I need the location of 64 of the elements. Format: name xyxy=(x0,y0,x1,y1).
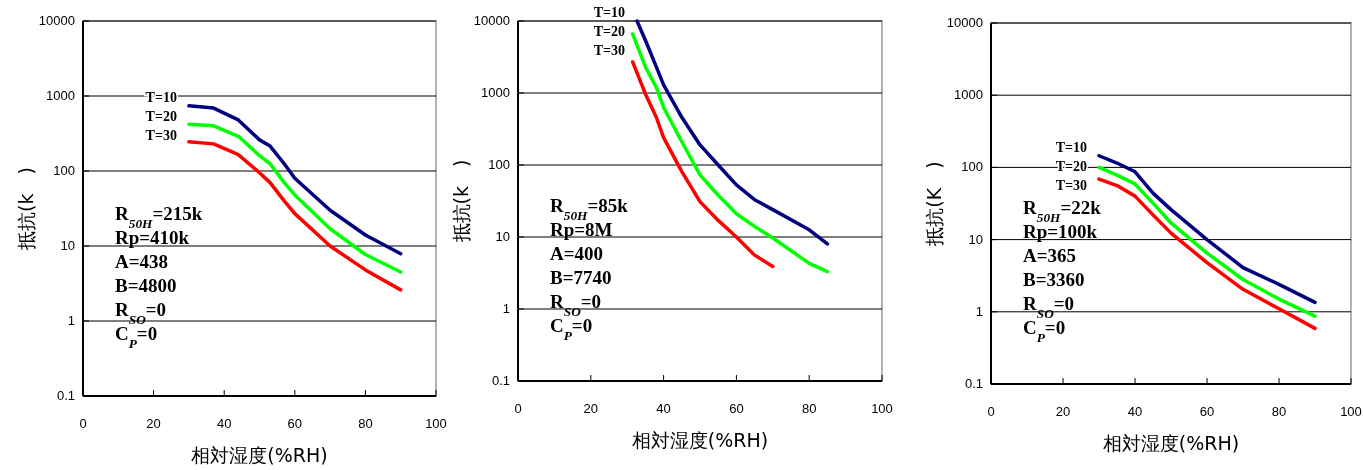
x-tick-label: 60 xyxy=(1199,404,1215,419)
y-tick-label: 10000 xyxy=(946,15,983,30)
series-label: T=20 xyxy=(593,24,626,39)
y-tick-label: 1000 xyxy=(481,85,510,100)
series-label: T=20 xyxy=(145,108,177,124)
y-tick-label: 1 xyxy=(67,313,75,328)
annotation: B=7740 xyxy=(550,266,612,288)
y-axis-title: 抵抗(k ) xyxy=(450,159,472,244)
line-series xyxy=(630,60,775,269)
annotation: B=4800 xyxy=(115,274,177,296)
series-label: T=30 xyxy=(145,127,177,143)
y-tick-label: 10000 xyxy=(38,13,75,28)
x-axis-title: 相対湿度(%RH) xyxy=(1102,432,1240,454)
x-axis-title: 相対湿度(%RH) xyxy=(631,429,769,451)
annotation: R$_{50H}$=85k xyxy=(550,194,629,223)
x-tick-label: 80 xyxy=(801,401,817,416)
y-axis-title: 抵抗(k ) xyxy=(15,167,37,251)
series-label: T=10 xyxy=(145,89,177,105)
x-tick-label: 40 xyxy=(216,416,232,431)
y-tick-label: 1 xyxy=(975,303,983,319)
x-tick-label: 60 xyxy=(729,401,744,416)
x-tick-label: 60 xyxy=(287,416,303,431)
x-axis-title: 相対湿度(%RH) xyxy=(191,444,328,466)
annotation: A=438 xyxy=(115,250,169,272)
line-series xyxy=(635,19,830,246)
y-tick-label: 10 xyxy=(60,238,75,253)
x-tick-label: 20 xyxy=(1055,404,1071,419)
x-tick-label: 20 xyxy=(583,401,599,416)
series-label: T=10 xyxy=(1055,139,1087,155)
y-tick-label: 1000 xyxy=(954,87,983,103)
annotation: R$_{SO}$=0 xyxy=(550,290,602,319)
series-label: T=30 xyxy=(1055,177,1087,193)
y-tick-label: 100 xyxy=(961,159,983,175)
x-tick-label: 100 xyxy=(1340,404,1362,419)
annotation: R$_{50H}$=215k xyxy=(115,202,203,231)
y-tick-label: 1000 xyxy=(46,88,75,103)
annotation: A=400 xyxy=(550,242,604,264)
series-label: T=10 xyxy=(593,5,626,20)
x-tick-label: 80 xyxy=(358,416,373,431)
annotation: B=3360 xyxy=(1023,269,1085,291)
annotation: A=365 xyxy=(1023,245,1077,267)
x-tick-label: 100 xyxy=(871,401,893,416)
y-tick-label: 100 xyxy=(53,163,75,178)
x-tick-label: 80 xyxy=(1271,404,1287,419)
annotation: C$_{P}$=0 xyxy=(1023,317,1066,345)
x-tick-label: 100 xyxy=(425,416,447,431)
series-label: T=30 xyxy=(593,43,626,58)
x-tick-label: 0 xyxy=(79,416,87,431)
y-tick-label: 0.1 xyxy=(56,388,75,403)
annotation: R$_{SO}$=0 xyxy=(115,298,167,327)
x-tick-label: 40 xyxy=(656,401,671,416)
y-tick-label: 0.1 xyxy=(964,376,983,391)
x-tick-label: 40 xyxy=(1127,404,1143,419)
x-tick-label: 0 xyxy=(987,404,995,419)
y-tick-label: 100 xyxy=(488,157,510,172)
y-axis-title: 抵抗(K ) xyxy=(923,161,945,247)
y-tick-label: 10 xyxy=(968,231,983,247)
x-tick-label: 0 xyxy=(514,401,522,416)
y-tick-label: 0.1 xyxy=(491,373,510,388)
y-tick-label: 10 xyxy=(495,229,510,244)
y-tick-label: 10000 xyxy=(473,13,510,28)
line-series xyxy=(630,32,830,274)
x-tick-label: 20 xyxy=(146,416,161,431)
y-tick-label: 1 xyxy=(502,301,510,316)
